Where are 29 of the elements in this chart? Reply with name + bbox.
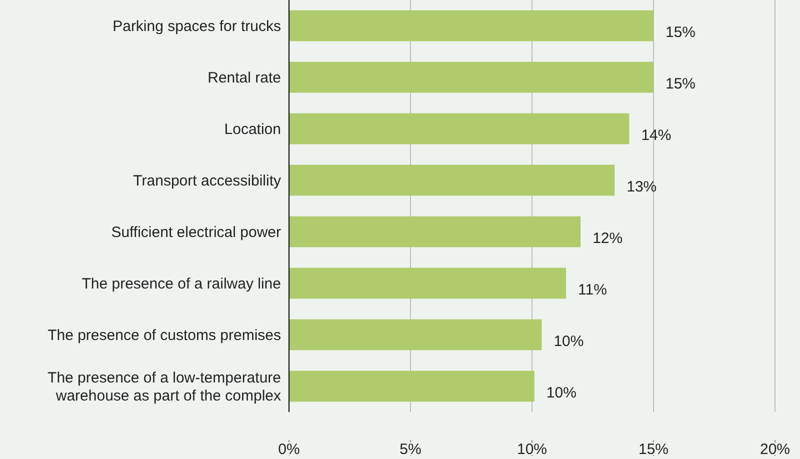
data-label: 12% <box>592 230 623 247</box>
bar <box>289 62 654 93</box>
data-label: 15% <box>666 75 696 92</box>
y-tick-label: Parking spaces for trucks <box>112 18 281 35</box>
data-label: 13% <box>626 178 657 196</box>
y-tick-label: Location <box>224 120 281 138</box>
bar <box>289 216 581 248</box>
x-tick-label: 5% <box>400 441 422 458</box>
y-tick-label: The presence of a low-temperature warehouse as part of the complex <box>48 369 282 404</box>
y-tick-label: Sufficient electrical power <box>111 224 281 241</box>
y-tick-label: The presence of customs premises <box>48 326 281 344</box>
y-tick-label: Transport accessibility <box>133 172 282 190</box>
x-tick-label: 0% <box>278 441 300 458</box>
bar <box>289 113 630 144</box>
bar <box>289 370 534 402</box>
y-tick-label: The presence of a railway line <box>82 275 281 292</box>
x-tick-label: 20% <box>760 441 790 458</box>
bar <box>289 319 542 350</box>
x-tick-label: 15% <box>638 441 669 458</box>
bar <box>289 164 615 196</box>
bar <box>289 10 654 42</box>
data-label: 11% <box>578 281 607 298</box>
data-label: 14% <box>641 126 672 144</box>
bar <box>289 268 566 299</box>
data-label: 10% <box>546 384 576 402</box>
y-tick-label: Rental rate <box>208 69 281 86</box>
x-tick-label: 10% <box>516 441 548 458</box>
data-label: 15% <box>666 24 696 41</box>
data-label: 10% <box>554 332 584 350</box>
